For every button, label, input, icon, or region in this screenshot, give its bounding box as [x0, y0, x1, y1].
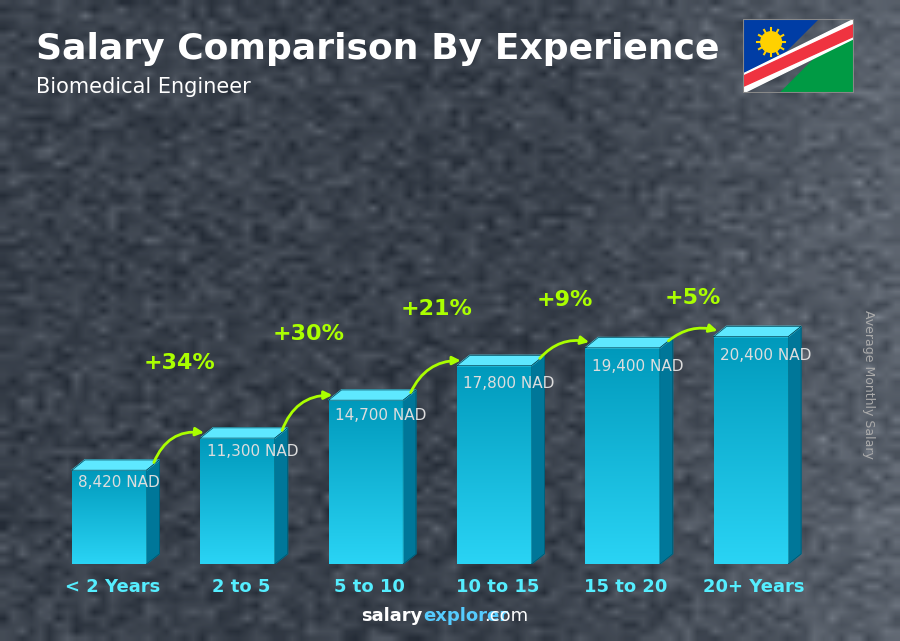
- Text: Salary Comparison By Experience: Salary Comparison By Experience: [36, 32, 719, 66]
- Polygon shape: [147, 460, 159, 564]
- Text: Biomedical Engineer: Biomedical Engineer: [36, 77, 251, 97]
- Polygon shape: [660, 338, 672, 564]
- Text: 15 to 20: 15 to 20: [584, 578, 668, 596]
- Polygon shape: [743, 19, 817, 93]
- Text: 20,400 NAD: 20,400 NAD: [720, 348, 812, 363]
- Polygon shape: [743, 19, 854, 93]
- Text: 10 to 15: 10 to 15: [455, 578, 539, 596]
- Text: .com: .com: [484, 607, 528, 625]
- Polygon shape: [714, 326, 801, 337]
- Polygon shape: [585, 338, 672, 348]
- Text: +9%: +9%: [536, 290, 593, 310]
- Text: +21%: +21%: [400, 299, 472, 319]
- Text: 5 to 10: 5 to 10: [334, 578, 404, 596]
- Text: 14,700 NAD: 14,700 NAD: [335, 408, 427, 423]
- Text: 17,800 NAD: 17,800 NAD: [464, 376, 554, 390]
- Circle shape: [760, 32, 781, 53]
- Text: 11,300 NAD: 11,300 NAD: [207, 444, 298, 460]
- Polygon shape: [274, 428, 288, 564]
- Text: Average Monthly Salary: Average Monthly Salary: [862, 310, 875, 459]
- Text: 2 to 5: 2 to 5: [212, 578, 270, 596]
- Text: +30%: +30%: [272, 324, 344, 344]
- Polygon shape: [788, 326, 801, 564]
- Polygon shape: [403, 390, 416, 564]
- Text: explorer: explorer: [423, 607, 508, 625]
- Text: 20+ Years: 20+ Years: [704, 578, 805, 596]
- Text: +5%: +5%: [665, 288, 722, 308]
- Text: 8,420 NAD: 8,420 NAD: [78, 475, 160, 490]
- Polygon shape: [532, 355, 544, 564]
- Text: +34%: +34%: [144, 353, 216, 373]
- Polygon shape: [743, 24, 854, 87]
- Text: < 2 Years: < 2 Years: [65, 578, 160, 596]
- Polygon shape: [72, 460, 159, 470]
- Polygon shape: [457, 355, 544, 365]
- Polygon shape: [328, 390, 416, 400]
- Polygon shape: [201, 428, 288, 438]
- Polygon shape: [780, 19, 854, 93]
- Text: 19,400 NAD: 19,400 NAD: [592, 358, 683, 374]
- Text: salary: salary: [362, 607, 423, 625]
